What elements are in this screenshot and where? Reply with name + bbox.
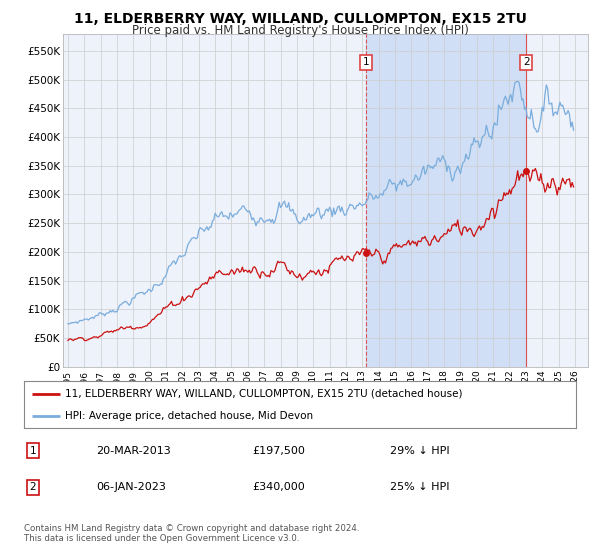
Text: 20-MAR-2013: 20-MAR-2013 <box>96 446 171 456</box>
Text: £197,500: £197,500 <box>252 446 305 456</box>
Text: 29% ↓ HPI: 29% ↓ HPI <box>390 446 449 456</box>
Text: £340,000: £340,000 <box>252 482 305 492</box>
Text: Contains HM Land Registry data © Crown copyright and database right 2024.
This d: Contains HM Land Registry data © Crown c… <box>24 524 359 543</box>
Text: 11, ELDERBERRY WAY, WILLAND, CULLOMPTON, EX15 2TU (detached house): 11, ELDERBERRY WAY, WILLAND, CULLOMPTON,… <box>65 389 463 399</box>
Text: Price paid vs. HM Land Registry's House Price Index (HPI): Price paid vs. HM Land Registry's House … <box>131 24 469 36</box>
Bar <box>366 34 526 367</box>
Text: HPI: Average price, detached house, Mid Devon: HPI: Average price, detached house, Mid … <box>65 410 314 421</box>
Text: 11, ELDERBERRY WAY, WILLAND, CULLOMPTON, EX15 2TU: 11, ELDERBERRY WAY, WILLAND, CULLOMPTON,… <box>74 12 526 26</box>
Text: 06-JAN-2023: 06-JAN-2023 <box>96 482 166 492</box>
Text: 2: 2 <box>523 57 529 67</box>
Text: 2: 2 <box>29 482 37 492</box>
Text: 1: 1 <box>362 57 369 67</box>
Text: 25% ↓ HPI: 25% ↓ HPI <box>390 482 449 492</box>
Text: 1: 1 <box>29 446 37 456</box>
